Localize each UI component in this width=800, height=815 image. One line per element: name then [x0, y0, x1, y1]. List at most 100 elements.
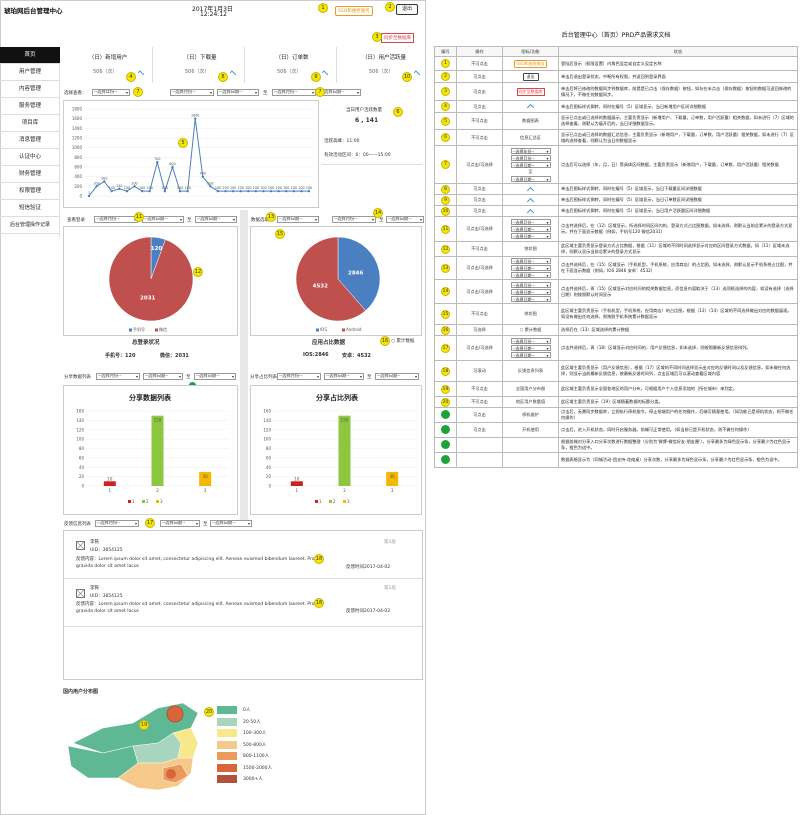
- month-select[interactable]: --选择月份--: [94, 216, 138, 223]
- data-label: 100: [215, 186, 221, 190]
- green-marker-icon: [441, 455, 450, 464]
- caret-up-icon: [526, 197, 535, 205]
- bar-value-label: 30: [203, 474, 209, 479]
- doc-row-number: 11: [434, 216, 457, 242]
- doc-row-operation: 可点击/可选择: [456, 216, 503, 242]
- date-select-sample: --选择日期--: [510, 345, 551, 351]
- date-select-start[interactable]: --选择日期--: [143, 373, 183, 380]
- marker-19: 19: [139, 720, 149, 730]
- date-select-end[interactable]: --选择日期--: [194, 373, 236, 380]
- doc-row-function: 全国用户分布图: [502, 381, 559, 397]
- number-marker: 13: [441, 263, 450, 273]
- doc-row-description: 此区域主要负责显示（用户反馈信息），根据（17）区域的不同时间选择显示出对应的反…: [558, 360, 798, 382]
- doc-row-number: 5: [434, 112, 457, 130]
- slice-label: 2031: [140, 296, 155, 302]
- data-label: 200: [207, 181, 213, 185]
- month-select[interactable]: --选择月份--: [332, 216, 376, 223]
- month-select[interactable]: --选择月份--: [95, 520, 139, 527]
- pie-slice: [108, 236, 194, 322]
- data-point: [224, 189, 227, 193]
- header-date: 2017年1月3日: [192, 6, 233, 13]
- line-chart-panel: 0 200 400 600 800 1000 1200 1400 1600 1800 1 200 300…: [63, 100, 319, 208]
- sidebar-item-home[interactable]: 首页: [0, 47, 60, 64]
- doc-row-number: 8: [434, 183, 457, 195]
- year-select[interactable]: --选择年份--: [92, 89, 130, 96]
- sidebar-item-content[interactable]: 内容管理: [0, 81, 60, 98]
- pie-slice: [295, 236, 366, 322]
- data-point: [140, 189, 144, 193]
- data-label: 100: [306, 186, 312, 190]
- date-select-end[interactable]: --选择日期--: [210, 520, 252, 527]
- sidebar-item-users[interactable]: 用户管理: [0, 64, 60, 81]
- doc-row-operation: 不可点击: [456, 112, 503, 130]
- date-select-start[interactable]: --选择日期--: [217, 89, 259, 96]
- doc-row: 1 不可点击 SSO和维修服务 登陆后显示（权限设置）内角色设定或自定义设定名称: [434, 56, 798, 71]
- sidebar-item-projects[interactable]: 项目库: [0, 115, 60, 132]
- date-select-start[interactable]: --选择日期--: [142, 216, 184, 223]
- data-select[interactable]: --选择日期--: [277, 216, 319, 223]
- date-select-end[interactable]: --选择日期--: [319, 89, 361, 96]
- month-select-sample: --选择月份--: [510, 219, 551, 225]
- legend-swatch: [217, 775, 237, 783]
- doc-row: 4 可点击 单击后图标样式倒转，同时在编号（5）区域显示，当日新增用户区间详细数据: [434, 100, 798, 113]
- y-tick-label: 200: [74, 184, 82, 189]
- doc-row-description: 此区域主要负责显示登录方式占比数据，根据（11）区域的不同时间选择显示对应的区间…: [558, 241, 798, 257]
- sidebar-item-auth[interactable]: 认证中心: [0, 149, 60, 166]
- expand-caret-icon[interactable]: [413, 70, 421, 77]
- sidebar-item-messages[interactable]: 消息管理: [0, 132, 60, 149]
- legend-label: 1: [319, 499, 322, 504]
- doc-row-description: 选择后在（13）区域选择的累计数据: [558, 324, 798, 336]
- panel-divider: [240, 210, 248, 520]
- month-select[interactable]: --选择月份--: [277, 373, 321, 380]
- date-select-end[interactable]: --选择日期--: [375, 373, 419, 380]
- doc-row-description: 单击后图标样式倒转，同时在编号（5）区域显示，当日新增用户区间详细数据: [558, 100, 798, 113]
- sync-to-db-button[interactable]: 同步至数据库: [381, 33, 414, 43]
- sidebar-item-logs[interactable]: 后台管理操作记录: [0, 217, 60, 234]
- y-tick-label: 160: [263, 409, 271, 414]
- sidebar-item-sms[interactable]: 短信验证: [0, 200, 60, 217]
- month-select-end[interactable]: --选择月份--: [272, 89, 316, 96]
- cumulative-radio[interactable]: ○ 累计数据: [391, 339, 415, 344]
- data-point: [307, 189, 311, 193]
- date-select-start[interactable]: --选择日期--: [160, 520, 200, 527]
- legend-swatch: [129, 328, 132, 332]
- doc-row-function: [502, 100, 559, 113]
- legend-item: 100-300人: [217, 728, 287, 740]
- doc-row-function: --选择月份----选择日期----选择日期--: [502, 279, 559, 304]
- date-select-end[interactable]: --选择日期--: [195, 216, 237, 223]
- expand-caret-icon[interactable]: [137, 70, 145, 77]
- month-select[interactable]: --选择月份--: [96, 373, 140, 380]
- number-marker: 18: [441, 366, 450, 376]
- expand-caret-icon[interactable]: [229, 70, 237, 77]
- sidebar-item-finance[interactable]: 财务管理: [0, 166, 60, 183]
- doc-row-function: 饼状图: [502, 241, 559, 257]
- marker-7: 7: [133, 87, 143, 97]
- pie2-title: 应用占比数据: [312, 340, 346, 346]
- date-select-start[interactable]: --选择日期--: [324, 373, 364, 380]
- legend-swatch: [217, 706, 237, 714]
- legend-item: 500-800人: [217, 740, 287, 752]
- doc-row: 7可点击/可选择--选择年份----选择月份----选择日期--至--选择日期-…: [434, 145, 798, 184]
- month-select[interactable]: --选择月份--: [170, 89, 214, 96]
- year-select-sample: --选择年份--: [510, 147, 551, 154]
- marker-20: 20: [204, 707, 214, 717]
- doc-row-operation: 可点击/可选择: [456, 145, 503, 184]
- pie-slice: [337, 236, 381, 311]
- range-to-label: 至: [187, 218, 192, 223]
- legend-swatch: [342, 328, 345, 332]
- sidebar-item-permissions[interactable]: 权限管理: [0, 183, 60, 200]
- exit-button[interactable]: 退出: [396, 4, 418, 15]
- marker-18: 18: [314, 554, 324, 564]
- x-tick-label: 1: [109, 488, 112, 493]
- legend-label: 3000+人: [243, 777, 263, 782]
- doc-row-function: ○ 累计数据: [502, 324, 559, 336]
- y-tick-label: 40: [79, 465, 85, 470]
- marker-2: 2: [385, 2, 395, 12]
- data-label: 100: [245, 186, 251, 190]
- sidebar-item-service[interactable]: 服务管理: [0, 98, 60, 115]
- date-select-end[interactable]: --选择日期--: [386, 216, 424, 223]
- expand-caret-icon[interactable]: [321, 70, 329, 77]
- feedback-list[interactable]: 李铁 UID：3654125 第2层 反馈内容：Lorem ipsum dolo…: [63, 530, 423, 680]
- doc-row-operation: 可点击: [456, 407, 503, 423]
- sync-button-sample: 同步至数据库: [516, 87, 545, 96]
